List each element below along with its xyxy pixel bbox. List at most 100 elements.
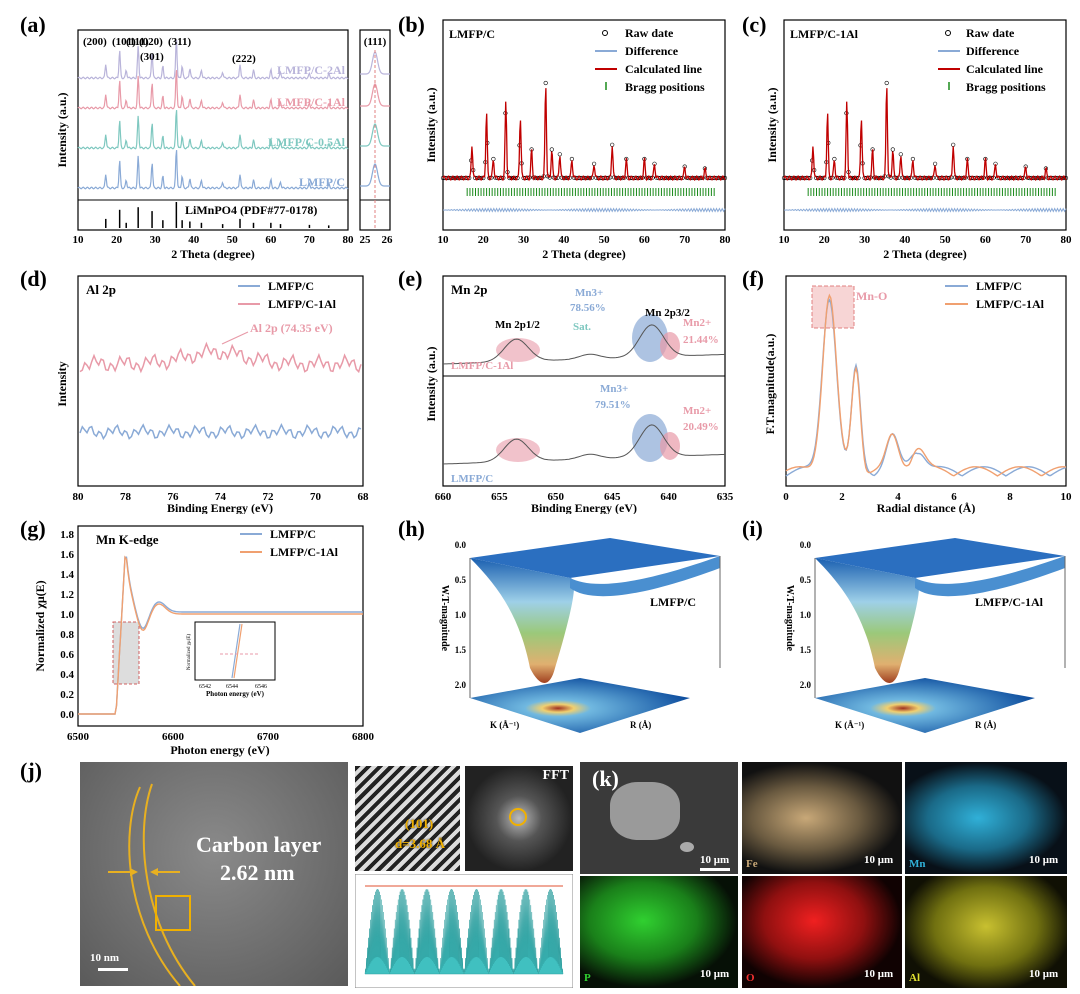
panel-label-d: (d): [20, 266, 47, 291]
panel-label-g: (g): [20, 516, 46, 541]
panel-d-xps-al: Al 2p LMFP/C LMFP/C-1Al Al 2p (74.35 eV)…: [55, 275, 369, 514]
xtick: 6500: [67, 731, 90, 743]
xtick: 50: [227, 234, 239, 246]
inset-curve: [360, 83, 390, 107]
ytick: 0.0: [60, 709, 74, 721]
inset-xtick-26: 26: [382, 234, 394, 246]
xtick: 80: [1061, 234, 1073, 246]
xtick: 6: [951, 491, 957, 503]
xtick: 20: [478, 234, 490, 246]
i-xlabel: K (Å⁻¹): [835, 720, 864, 730]
a-xlabel: 2 Theta (degree): [171, 247, 255, 261]
xrd-curve: [77, 70, 349, 110]
raw-point: [557, 152, 562, 157]
raw-point: [910, 156, 915, 162]
b-legend-raw: Raw date: [625, 26, 674, 40]
d-annotation: Al 2p (74.35 eV): [250, 321, 333, 335]
legend-lmfp-c: LMFP/C: [299, 175, 345, 189]
k-sem-image: 10 μm: [580, 762, 738, 874]
panel-b-rietveld: LMFP/C Raw date Difference Calculated li…: [424, 19, 731, 261]
b-legend-calc: Calculated line: [625, 62, 703, 76]
raw-point: [951, 142, 956, 147]
e-bottom-mn2: Mn2+: [683, 405, 711, 417]
xtick: 20: [111, 234, 123, 246]
j-d-spacing: d=3.68 Å: [395, 836, 446, 851]
xtick: 645: [604, 491, 621, 503]
b-legend-diff: Difference: [625, 44, 679, 58]
xtick: 50: [599, 234, 611, 246]
xtick: 72: [263, 491, 275, 503]
c-title: LMFP/C-1Al: [790, 27, 859, 41]
xtick: 30: [150, 234, 162, 246]
k-scale-mn: 10 μm: [1029, 854, 1059, 866]
i-sample-label: LMFP/C-1Al: [975, 595, 1044, 609]
xtick: 70: [304, 234, 316, 246]
a-ylabel: Intensity (a.u.): [55, 92, 69, 167]
difference-line: [442, 207, 726, 213]
e-title: Mn 2p: [451, 282, 487, 297]
panel-label-c: (c): [742, 12, 767, 37]
h-ztick-20: 2.0: [455, 680, 467, 690]
ytick: 1.4: [60, 569, 74, 581]
xtick: 70: [679, 234, 691, 246]
e-xlabel: Binding Energy (eV): [531, 501, 637, 514]
inset-xtick-25: 25: [360, 234, 372, 246]
raw-point: [491, 156, 496, 162]
inset-curve: [360, 163, 390, 187]
ft-curve: [785, 293, 1067, 477]
hkl-301: (301): [140, 51, 164, 63]
xtick: 70: [310, 491, 322, 503]
hkl-101: (101): [112, 36, 136, 48]
xtick: 655: [491, 491, 508, 503]
panel-label-i: (i): [742, 516, 763, 541]
calc-line: [442, 88, 726, 182]
h-ylabel: R (Å): [630, 720, 651, 730]
panel-f-exafs: Mn-O LMFP/C LMFP/C-1Al F.T.magnitude(a.u…: [763, 275, 1072, 514]
panel-a-xrd: (200) (101) (111) (020) (301) (311) (222…: [55, 29, 394, 261]
hkl-311: (311): [168, 36, 192, 48]
xrd-curve: [77, 40, 349, 80]
xtick: 660: [435, 491, 452, 503]
j-fft-label: FFT: [542, 768, 569, 783]
xtick: 0: [783, 491, 789, 503]
k-map-mn: Mn 10 μm: [905, 762, 1067, 874]
ytick: 0.2: [60, 689, 74, 701]
g-inset-xlabel: Photon energy (eV): [206, 690, 265, 698]
j-lattice-fringe: (101) d=3.68 Å: [355, 766, 460, 871]
ytick: 0.6: [60, 649, 74, 661]
xanes-curve: [78, 555, 363, 715]
ref-pdf-label: LiMnPO4 (PDF#77-0178): [185, 203, 317, 217]
panel-label-b: (b): [398, 12, 425, 37]
h-sample-label: LMFP/C: [650, 595, 696, 609]
c-legend-raw: Raw date: [966, 26, 1015, 40]
xtick: 60: [639, 234, 651, 246]
panel-i-wt-3d: 0.0 0.5 1.0 1.5 2.0 W.T-magnitude LMFP/C…: [784, 538, 1066, 733]
xtick: 6800: [352, 731, 375, 743]
raw-point: [592, 161, 597, 166]
hkl-200: (200): [83, 36, 107, 48]
h-xlabel: K (Å⁻¹): [490, 720, 519, 730]
i-ylabel: R (Å): [975, 720, 996, 730]
h-ztick-10: 1.0: [455, 610, 467, 620]
calc-line: [783, 88, 1067, 182]
j-line-profile: [355, 874, 573, 988]
inset-curve: [360, 123, 390, 147]
j-fft-image: FFT: [465, 766, 573, 871]
raw-point: [543, 80, 548, 86]
panel-label-a: (a): [20, 12, 46, 37]
ytick: 1.0: [60, 609, 74, 621]
k-el-o: O: [746, 972, 755, 984]
c-legend-calc: Calculated line: [966, 62, 1044, 76]
panel-label-h: (h): [398, 516, 425, 541]
panel-label-e: (e): [398, 266, 423, 291]
e-ylabel: Intensity (a.u.): [424, 346, 438, 421]
d-xlabel: Binding Energy (eV): [167, 501, 273, 514]
hkl-222: (222): [232, 53, 256, 65]
f-legend-lmfp-c: LMFP/C: [976, 279, 1022, 293]
c-ylabel: Intensity (a.u.): [765, 87, 779, 162]
xrd-curve: [77, 110, 349, 150]
g-inset-xtick-6546: 6546: [255, 684, 267, 690]
e-peak-2p32: Mn 2p3/2: [645, 307, 690, 319]
i-zlabel: W.T-magnitude: [784, 585, 795, 652]
e-top-mn3-fill: [632, 314, 668, 362]
